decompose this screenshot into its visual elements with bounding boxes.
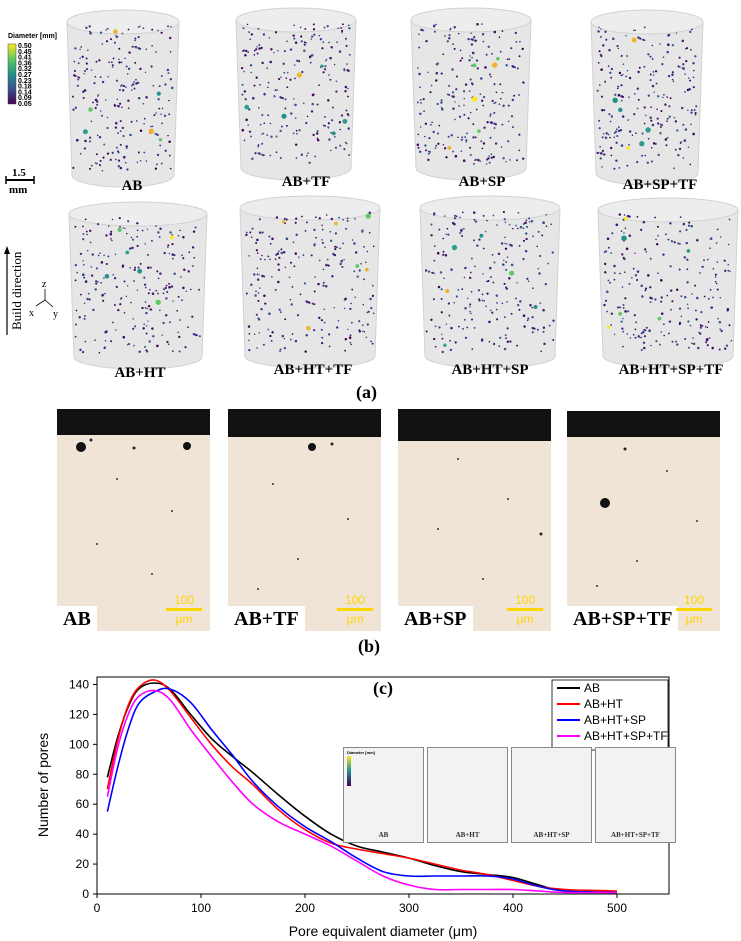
series-line-ab-ht-sp-tf [106, 689, 618, 894]
inset-ab: Diameter [mm] AB [343, 747, 424, 843]
legend-label: AB+HT+SP+TF [584, 729, 668, 743]
ct-scale-unit: mm [9, 184, 27, 196]
micro-scale-bar: 100 μm [166, 594, 202, 625]
micrograph-ab-tf: AB+TF 100 μm [228, 409, 381, 631]
micro-scale-bar: 100 μm [676, 594, 712, 625]
colorbar-tick: 0.27 [18, 72, 32, 79]
panel-letter-a: (a) [356, 382, 377, 402]
svg-text:Diameter [mm]: Diameter [mm] [347, 750, 376, 755]
y-tick-label: 140 [69, 677, 89, 691]
micro-scale-bar: 100 μm [337, 594, 373, 625]
axis-z: z [42, 279, 47, 290]
x-axis-label: Pore equivalent diameter (μm) [289, 923, 478, 939]
micrograph-ab-sp-tf: AB+SP+TF 100 μm [567, 411, 720, 631]
colorbar-title: Diameter [mm] [8, 33, 57, 40]
ct-label-ab-sp-tf: AB+SP+TF [622, 177, 698, 193]
ct-scan-panel: Diameter [mm] 0.500.450.410.360.320.270.… [4, 7, 739, 370]
inset-ab-ht-sp: AB+HT+SP [511, 747, 592, 843]
pores [257, 442, 349, 590]
colorbar-tick: 0.23 [18, 78, 32, 85]
ct-scale-value: 1.5 [12, 167, 26, 179]
micrograph-ab-sp: AB+SP 100 μm [398, 409, 551, 631]
inset-ab-ht: AB+HT [427, 747, 508, 843]
y-tick-label: 20 [76, 857, 90, 871]
ct-label-ab-sp: AB+SP [458, 174, 506, 190]
pores [76, 438, 191, 575]
micrograph-label: AB+TF [228, 606, 305, 631]
ct-label-ab-ht-sp: AB+HT+SP [451, 362, 529, 378]
ct-cylinder-ab-ht-sp-tf [597, 197, 739, 369]
colorbar-tick: 0.05 [18, 101, 32, 108]
ct-cylinder-ab-ht-sp [419, 195, 561, 369]
micrograph-label: AB+SP+TF [567, 606, 679, 631]
inset-label: AB+HT+SP+TF [611, 831, 660, 839]
ct-cylinder-ab-tf [235, 7, 357, 181]
pore-distribution-chart: 0 20 40 60 80 100 120 140 0 100 200 300 400 500 Numb… [35, 676, 670, 939]
ct-label-ab-ht: AB+HT [114, 365, 166, 381]
colorbar-gradient [7, 43, 17, 105]
x-tick-label: 100 [191, 901, 211, 915]
legend-label: AB+HT [584, 697, 624, 711]
y-tick-label: 80 [76, 767, 90, 781]
colorbar-tick: 0.50 [18, 43, 32, 50]
micrograph-label: AB+SP [398, 606, 473, 631]
micro-scale-bar: 100 μm [507, 594, 543, 625]
y-tick-label: 100 [69, 737, 89, 751]
ct-cylinder-ab-ht [68, 201, 208, 370]
ct-cylinder-ab [66, 9, 180, 188]
inset-ab-ht-sp-tf: AB+HT+SP+TF [595, 747, 676, 843]
colorbar-tick: 0.18 [18, 84, 32, 91]
x-tick-label: 400 [503, 901, 523, 915]
colorbar-tick: 0.14 [18, 89, 32, 96]
inset-label: AB+HT [455, 831, 480, 839]
pores [596, 447, 698, 587]
y-tick-label: 40 [76, 827, 90, 841]
y-tick-label: 60 [76, 797, 90, 811]
pores [437, 458, 543, 580]
axis-x: x [29, 308, 34, 319]
axis-y: y [53, 309, 58, 320]
x-tick-label: 500 [607, 901, 627, 915]
ct-cylinder-ab-sp-tf [590, 9, 704, 186]
axis-triad [35, 289, 54, 308]
legend-label: AB [584, 681, 600, 695]
x-tick-label: 0 [94, 901, 101, 915]
micrograph-ab: AB 100 μm [57, 409, 210, 631]
ct-label-ab-ht-sp-tf: AB+HT+SP+TF [618, 362, 724, 378]
legend-label: AB+HT+SP [584, 713, 646, 727]
colorbar-tick: 0.45 [18, 49, 32, 56]
ct-cylinder-ab-ht-tf [239, 195, 381, 369]
micrograph-label: AB [57, 606, 97, 631]
colorbar-tick: 0.36 [18, 60, 32, 67]
x-tick-label: 200 [295, 901, 315, 915]
colorbar-tick: 0.41 [18, 55, 32, 62]
series-line-ab-ht-sp [106, 687, 618, 894]
panel-letter-c: (c) [373, 678, 393, 699]
colorbar-tick: 0.32 [18, 66, 32, 73]
inset-label: AB [378, 831, 389, 839]
y-axis-label: Number of pores [35, 733, 51, 837]
ct-cylinder-ab-sp [410, 7, 532, 181]
ct-label-ab-ht-tf: AB+HT+TF [273, 362, 353, 378]
y-tick-label: 0 [82, 887, 89, 901]
ct-label-ab-tf: AB+TF [281, 174, 331, 190]
build-direction-label: Build direction [9, 251, 24, 330]
chart-legend: AB AB+HT AB+HT+SP AB+HT+SP+TF [551, 679, 669, 751]
panel-letter-b: (b) [358, 636, 380, 656]
y-tick-label: 120 [69, 707, 89, 721]
x-tick-label: 300 [399, 901, 419, 915]
inset-label: AB+HT+SP [533, 831, 570, 839]
colorbar-tick: 0.09 [18, 95, 32, 102]
inset-colorbar: Diameter [mm] [347, 750, 376, 786]
series-line-ab [106, 682, 618, 894]
ct-label-ab: AB [121, 178, 143, 194]
